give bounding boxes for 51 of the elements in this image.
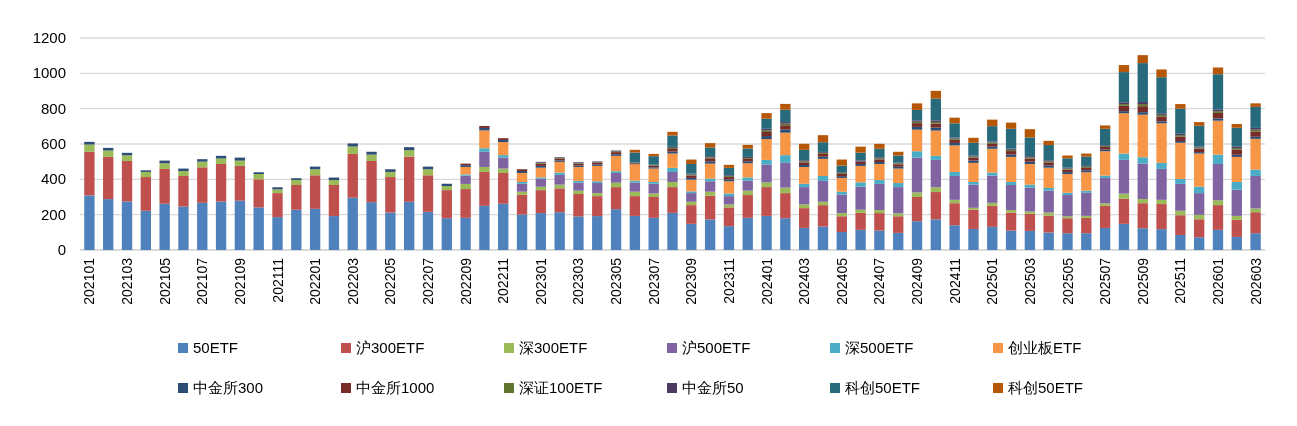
x-tick-label: 202603 (1247, 257, 1264, 305)
x-tick-label: 202305 (608, 257, 625, 305)
x-tick-label: 202501 (984, 257, 1001, 305)
y-tick-label: 800 (40, 99, 66, 117)
y-tick-label: 1000 (32, 64, 66, 82)
x-tick-label: 202409 (909, 257, 926, 305)
legend-label: 科创50ETF (845, 379, 921, 396)
x-tick-label: 202211 (495, 257, 512, 304)
legend-label: 沪300ETF (356, 339, 425, 356)
x-tick-label: 202411 (946, 257, 963, 304)
x-tick-label: 202401 (758, 257, 775, 305)
x-tick-label: 202301 (532, 257, 549, 305)
legend-label: 50ETF (193, 339, 239, 356)
legend-label: 深300ETF (519, 339, 588, 356)
x-tick-label: 202511 (1172, 257, 1189, 304)
x-tick-label: 202309 (683, 257, 700, 305)
legend-label: 沪500ETF (682, 339, 751, 356)
x-tick-label: 202101 (81, 257, 98, 305)
legend-label: 中金所300 (193, 379, 264, 396)
legend-label: 科创50ETF (1008, 379, 1084, 396)
x-tick-label: 202303 (570, 257, 587, 305)
x-tick-label: 202207 (419, 257, 436, 305)
x-tick-label: 202205 (382, 257, 399, 305)
x-tick-label: 202509 (1134, 257, 1151, 305)
x-tick-label: 202307 (645, 257, 662, 305)
x-tick-label: 202505 (1059, 257, 1076, 305)
x-tick-label: 202601 (1209, 257, 1226, 305)
legend-label: 深证100ETF (519, 379, 603, 396)
y-tick-label: 0 (57, 241, 66, 258)
x-tick-label: 202107 (194, 257, 211, 305)
legend-label: 中金所50 (682, 379, 744, 396)
y-tick-label: 600 (40, 135, 66, 152)
x-tick-label: 202111 (269, 257, 286, 303)
y-tick-label: 200 (40, 205, 66, 223)
y-tick-label: 400 (40, 170, 66, 188)
x-tick-label: 202503 (1021, 257, 1038, 305)
legend-label: 中金所1000 (356, 379, 435, 396)
x-tick-label: 202105 (156, 257, 173, 305)
y-tick-label: 1200 (32, 29, 66, 46)
x-tick-label: 202407 (871, 257, 888, 305)
x-tick-label: 202507 (1097, 257, 1114, 305)
x-tick-label: 202209 (457, 257, 474, 305)
x-tick-label: 202201 (307, 257, 324, 305)
x-tick-label: 202311 (720, 257, 737, 304)
x-tick-label: 202203 (344, 257, 361, 305)
x-tick-label: 202403 (796, 257, 813, 305)
x-tick-label: 202103 (119, 257, 136, 305)
legend-label: 深500ETF (845, 339, 914, 356)
x-tick-label: 202109 (231, 257, 248, 305)
legend-label: 创业板ETF (1008, 339, 1082, 356)
x-tick-label: 202405 (833, 257, 850, 305)
